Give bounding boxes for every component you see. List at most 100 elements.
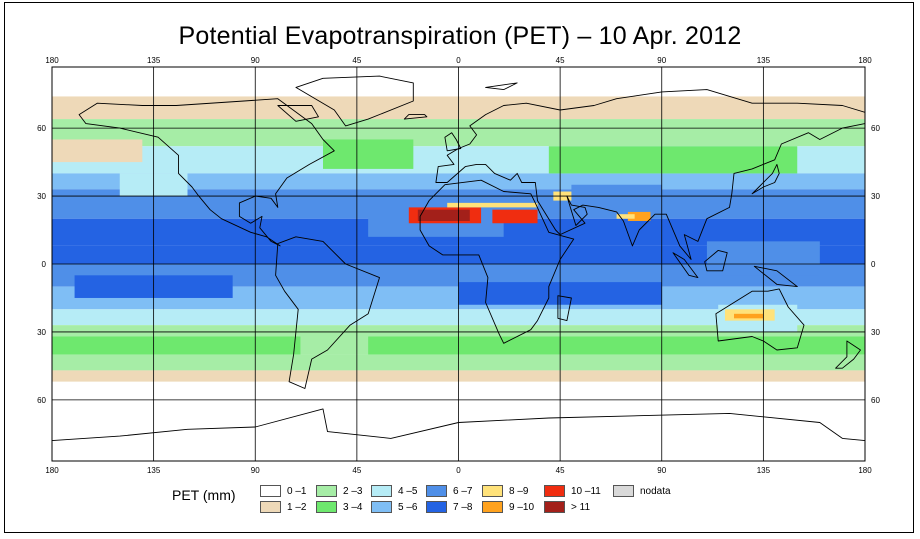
pet-hotspot bbox=[734, 313, 764, 319]
legend-item: 3 –4 bbox=[316, 501, 362, 513]
figure-frame bbox=[4, 2, 914, 533]
legend-label: 0 –1 bbox=[287, 485, 307, 497]
lat-tick-label: 0 bbox=[42, 260, 47, 269]
legend-item: 6 –7 bbox=[426, 485, 472, 497]
pet-patch bbox=[52, 139, 143, 163]
legend-swatch bbox=[544, 485, 565, 497]
legend-item: 10 –11 bbox=[544, 485, 601, 497]
coastline-svalbard bbox=[485, 82, 518, 91]
lon-tick-label: 180 bbox=[45, 466, 59, 475]
coastline-south-america bbox=[275, 236, 380, 389]
legend-item: 0 –1 bbox=[260, 485, 306, 497]
legend-item: 4 –5 bbox=[371, 485, 417, 497]
legend-label: 7 –8 bbox=[453, 501, 473, 513]
lon-tick-label: 45 bbox=[352, 56, 361, 65]
coastline-new-guinea bbox=[753, 265, 798, 288]
lon-tick-label: 45 bbox=[352, 466, 361, 475]
map-border bbox=[51, 66, 866, 462]
lat-tick-label: 60 bbox=[871, 396, 880, 405]
legend-item: 1 –2 bbox=[260, 501, 306, 513]
coastline-new-zealand bbox=[835, 340, 861, 369]
coastlines bbox=[52, 75, 865, 442]
coastline-north-america bbox=[78, 98, 335, 247]
coastline-arabia-sea-gap bbox=[566, 195, 588, 226]
legend-item: 8 –9 bbox=[482, 485, 528, 497]
legend-swatch bbox=[482, 485, 503, 497]
legend-item: 5 –6 bbox=[371, 501, 417, 513]
lon-tick-label: 90 bbox=[251, 466, 260, 475]
legend-title: PET (mm) bbox=[172, 487, 236, 503]
coastline-antarctica bbox=[52, 408, 865, 442]
lon-tick-label: 135 bbox=[757, 466, 771, 475]
lat-ticks-right: 60 30 0 30 60 bbox=[871, 124, 880, 405]
legend-label: 3 –4 bbox=[343, 501, 363, 513]
legend-swatch bbox=[260, 485, 281, 497]
lat-tick-label: 30 bbox=[37, 328, 46, 337]
coastline-australia bbox=[715, 288, 805, 351]
pet-hotspot bbox=[616, 214, 635, 219]
lat-tick-label: 30 bbox=[871, 328, 880, 337]
pet-patch bbox=[300, 336, 369, 355]
lon-tick-label: 45 bbox=[556, 466, 565, 475]
lat-tick-label: 60 bbox=[37, 396, 46, 405]
map-title: Potential Evapotranspiration (PET) – 10 … bbox=[178, 22, 742, 50]
pet-patch bbox=[548, 146, 798, 174]
lat-tick-label: 60 bbox=[37, 124, 46, 133]
legend-label: 1 –2 bbox=[287, 501, 307, 513]
coastline-japan bbox=[751, 163, 780, 195]
lon-ticks-bottom: 180 135 90 45 0 45 90 135 180 bbox=[45, 466, 872, 475]
lon-tick-label: 90 bbox=[657, 466, 666, 475]
legend-swatch bbox=[316, 485, 337, 497]
lat-tick-label: 0 bbox=[871, 260, 876, 269]
legend-item: nodata bbox=[613, 485, 671, 497]
legend-label: nodata bbox=[640, 485, 671, 497]
lat-ticks-left: 60 30 0 30 60 bbox=[37, 124, 46, 405]
lat-tick-label: 60 bbox=[871, 124, 880, 133]
legend-swatch bbox=[544, 501, 565, 513]
legend-label: 4 –5 bbox=[398, 485, 418, 497]
coastline-eurasia bbox=[435, 89, 865, 260]
lon-tick-label: 45 bbox=[556, 56, 565, 65]
legend-item: 7 –8 bbox=[426, 501, 472, 513]
lon-tick-label: 0 bbox=[456, 56, 461, 65]
legend-label: 10 –11 bbox=[571, 485, 601, 497]
legend-item: 2 –3 bbox=[316, 485, 362, 497]
pet-hotspot bbox=[492, 209, 538, 224]
coastline-baffin bbox=[277, 105, 319, 122]
legend-label: 9 –10 bbox=[509, 501, 535, 513]
legend-label: 2 –3 bbox=[343, 485, 363, 497]
coastline-madagascar bbox=[557, 295, 572, 322]
lat-tick-label: 30 bbox=[871, 192, 880, 201]
lon-tick-label: 90 bbox=[251, 56, 260, 65]
lon-tick-label: 180 bbox=[858, 56, 872, 65]
coastline-sumatra bbox=[672, 252, 699, 279]
coastline-iceland bbox=[403, 114, 428, 120]
coastline-borneo bbox=[704, 249, 728, 272]
pet-hotspot bbox=[627, 211, 651, 221]
legend-swatch bbox=[426, 501, 447, 513]
lon-tick-label: 135 bbox=[147, 466, 161, 475]
legend-swatch bbox=[371, 485, 392, 497]
legend-swatch bbox=[260, 501, 281, 513]
legend-item: 9 –10 bbox=[482, 501, 534, 513]
legend-swatch bbox=[482, 501, 503, 513]
legend-label: 8 –9 bbox=[509, 485, 529, 497]
lon-ticks-top: 180 135 90 45 0 45 90 135 180 bbox=[45, 56, 872, 65]
legend-swatch bbox=[316, 501, 337, 513]
legend-swatch bbox=[371, 501, 392, 513]
legend-item: > 11 bbox=[544, 501, 590, 513]
lon-tick-label: 180 bbox=[858, 466, 872, 475]
pet-hotspot bbox=[447, 202, 538, 208]
pet-hotspot bbox=[417, 209, 470, 221]
pet-patch bbox=[323, 139, 414, 169]
lon-tick-label: 135 bbox=[757, 56, 771, 65]
lat-tick-label: 30 bbox=[37, 192, 46, 201]
lon-tick-label: 135 bbox=[147, 56, 161, 65]
legend-swatch bbox=[613, 485, 634, 497]
legend-label: > 11 bbox=[571, 501, 590, 513]
lon-tick-label: 0 bbox=[456, 466, 461, 475]
coastline-greenland bbox=[295, 75, 414, 127]
legend-swatch bbox=[426, 485, 447, 497]
coastline-africa bbox=[419, 179, 575, 344]
